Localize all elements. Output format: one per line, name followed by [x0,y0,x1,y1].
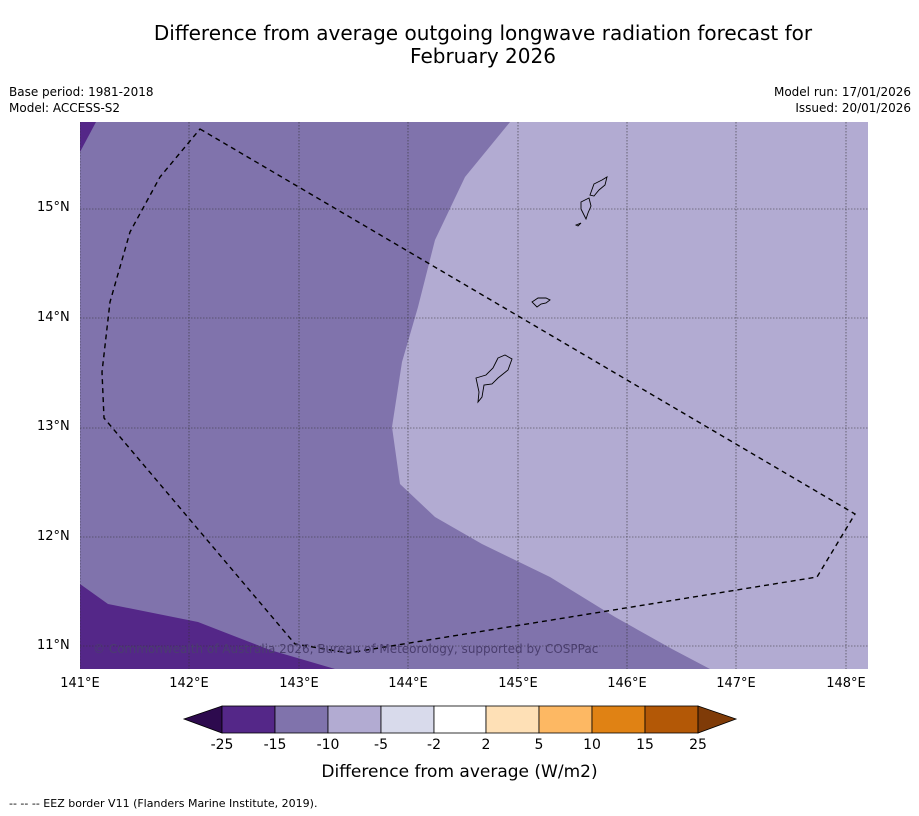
moderate-negative-region [80,122,710,669]
lat-label-12n: 12°N [37,529,70,544]
colorbar-bin-9 [644,705,699,734]
colorbar-tick-label: 10 [583,737,601,753]
lat-label-15n: 15°N [37,200,70,215]
model-name: Model: ACCESS-S2 [9,101,121,115]
colorbar-bin-7 [538,705,593,734]
model-run-info: Model run: 17/01/2026 Issued: 20/01/2026 [774,84,911,116]
colorbar-min-extend [182,705,223,734]
model-run-date: Model run: 17/01/2026 [773,85,911,99]
graticule [80,122,868,669]
base-period: Base period: 1981-2018 [9,85,154,99]
issued-date: Issued: 20/01/2026 [795,101,911,115]
colorbar-bin-5 [433,705,487,734]
base-period-info: Base period: 1981-2018 Model: ACCESS-S2 [9,84,154,116]
island-saipan [589,176,608,197]
eez-border [101,128,856,654]
lat-label-13n: 13°N [37,419,70,434]
lon-label-143e: 143°E [279,676,319,691]
lon-label-145e: 145°E [498,676,538,691]
colorbar-bin-1 [221,705,276,734]
strong-negative-region-south [80,584,335,669]
strong-negative-region-north [80,122,96,152]
map-canvas [80,122,868,669]
lon-label-144e: 144°E [388,676,428,691]
colorbar-tick-label: -5 [374,737,388,753]
colorbar-tick-label: -10 [316,737,340,753]
colorbar-bin-3 [327,705,382,734]
island-rota [531,297,551,308]
colorbar-tick-label: 5 [534,737,544,753]
title-line-2: February 2026 [410,44,556,68]
colorbar-tick-label: -15 [263,737,287,753]
lat-label-11n: 11°N [37,638,70,653]
map-panel [80,122,868,669]
lon-label-142e: 142°E [169,676,209,691]
colorbar-bin-8 [591,705,646,734]
colorbar-max-extend [697,705,738,734]
lon-label-146e: 146°E [607,676,647,691]
colorbar-bin-6 [485,705,540,734]
island-aguijan [574,222,582,227]
lat-label-14n: 14°N [37,310,70,325]
colorbar-tick-label: -2 [427,737,441,753]
title-line-1: Difference from average outgoing longwav… [153,21,813,45]
colorbar-tick-label: 25 [689,737,707,753]
chart-title: Difference from average outgoing longwav… [0,22,919,68]
islands [475,176,608,404]
colorbar-tick-label: 15 [636,737,654,753]
island-guam [475,354,513,404]
colorbar-title: Difference from average (W/m2) [321,762,598,782]
lon-label-141e: 141°E [60,676,100,691]
eez-footnote: -- -- -- EEZ border V11 (Flanders Marine… [9,797,318,810]
colorbar-tick-label: 2 [481,737,491,753]
colorbar-bin-4 [380,705,435,734]
colorbar-tick-label: -25 [210,737,234,753]
lon-label-147e: 147°E [716,676,756,691]
copyright-text: © Commonwealth of Australia 2026, Bureau… [93,642,599,656]
lon-label-148e: 148°E [826,676,866,691]
colorbar [182,705,738,734]
island-tinian [580,197,592,221]
colorbar-bin-2 [274,705,329,734]
